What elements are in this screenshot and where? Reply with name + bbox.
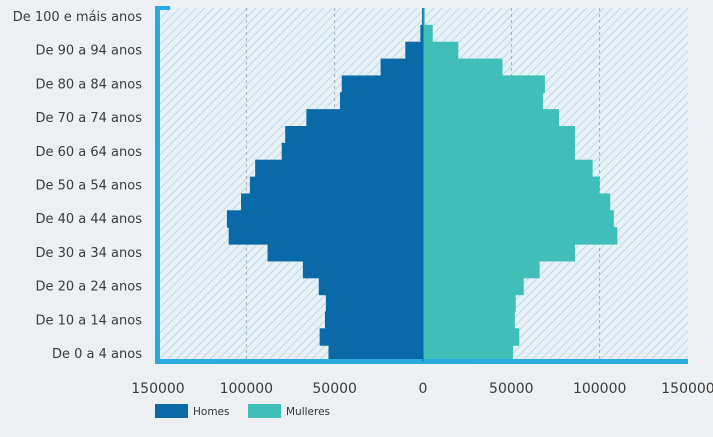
bar-homes	[318, 277, 423, 296]
axes	[155, 6, 688, 364]
bar-mulleres	[423, 277, 524, 296]
bar-homes	[405, 41, 423, 60]
bar-homes	[341, 75, 423, 93]
bar-mulleres	[423, 41, 459, 60]
y-tick-label: De 60 a 64 anos	[35, 145, 142, 160]
bar-mulleres	[423, 210, 614, 228]
bar-mulleres	[423, 328, 520, 346]
bar-mulleres	[423, 92, 544, 110]
y-tick-label: De 70 a 74 anos	[35, 111, 142, 126]
y-axis-labels: De 0 a 4 anos De 10 a 14 anos De 20 a 24 a…	[13, 10, 143, 362]
bar-homes	[420, 24, 423, 43]
bar-homes	[324, 311, 423, 329]
bar-mulleres	[423, 227, 618, 245]
x-tick-label: 100000	[220, 381, 273, 397]
x-tick-label: 150000	[661, 381, 713, 397]
bar-homes	[249, 176, 423, 195]
bar-homes	[255, 159, 423, 178]
bar-homes	[241, 193, 423, 211]
legend: Homes Mulleres	[155, 404, 330, 418]
bar-homes	[267, 244, 423, 262]
y-tick-label: De 100 e máis anos	[13, 10, 143, 25]
y-axis-line	[155, 6, 160, 364]
bar-mulleres	[423, 294, 516, 313]
bar-homes	[302, 260, 423, 279]
x-tick-label: 50000	[489, 381, 534, 397]
x-tick-label: 0	[419, 381, 428, 397]
legend-swatch-mulleres	[248, 404, 281, 418]
y-tick-label: De 40 a 44 anos	[35, 212, 142, 227]
bar-homes	[281, 142, 423, 161]
bar-homes	[306, 109, 423, 127]
bar-mulleres	[423, 176, 600, 195]
y-axis-cap	[160, 6, 170, 10]
bar-homes	[380, 58, 423, 77]
y-tick-label: De 50 a 54 anos	[35, 179, 142, 194]
y-tick-label: De 90 a 94 anos	[35, 44, 142, 59]
bar-mulleres	[423, 193, 611, 211]
bar-homes	[226, 210, 423, 228]
bar-homes	[328, 345, 423, 363]
y-tick-label: De 80 a 84 anos	[35, 77, 142, 92]
bar-mulleres	[423, 75, 545, 93]
x-tick-label: 50000	[312, 381, 357, 397]
legend-label-mulleres: Mulleres	[286, 406, 330, 418]
legend-swatch-homes	[155, 404, 188, 418]
bar-mulleres	[423, 126, 575, 144]
bar-mulleres	[423, 58, 503, 77]
bar-mulleres	[423, 311, 515, 329]
y-tick-label: De 10 a 14 anos	[35, 313, 142, 328]
bar-mulleres	[423, 142, 575, 161]
bar-mulleres	[423, 159, 593, 178]
legend-label-homes: Homes	[193, 406, 229, 418]
bar-homes	[285, 126, 423, 144]
bar-homes	[228, 227, 423, 245]
x-tick-label: 150000	[131, 381, 184, 397]
y-tick-label: De 30 a 34 anos	[35, 246, 142, 261]
y-tick-label: De 20 a 24 anos	[35, 280, 142, 295]
bar-mulleres	[423, 260, 540, 279]
bar-mulleres	[423, 109, 560, 127]
bar-mulleres	[423, 8, 425, 26]
x-axis-labels: 150000 100000 50000 0 50000 100000 150000	[131, 381, 713, 397]
bars	[226, 8, 618, 363]
bar-mulleres	[423, 244, 575, 262]
bar-homes	[319, 328, 423, 346]
x-axis-line	[155, 359, 688, 364]
bar-homes	[325, 294, 423, 313]
bar-mulleres	[423, 24, 433, 43]
bar-mulleres	[423, 345, 514, 363]
y-tick-label: De 0 a 4 anos	[52, 347, 142, 362]
bar-homes	[339, 92, 423, 110]
x-tick-label: 100000	[573, 381, 626, 397]
